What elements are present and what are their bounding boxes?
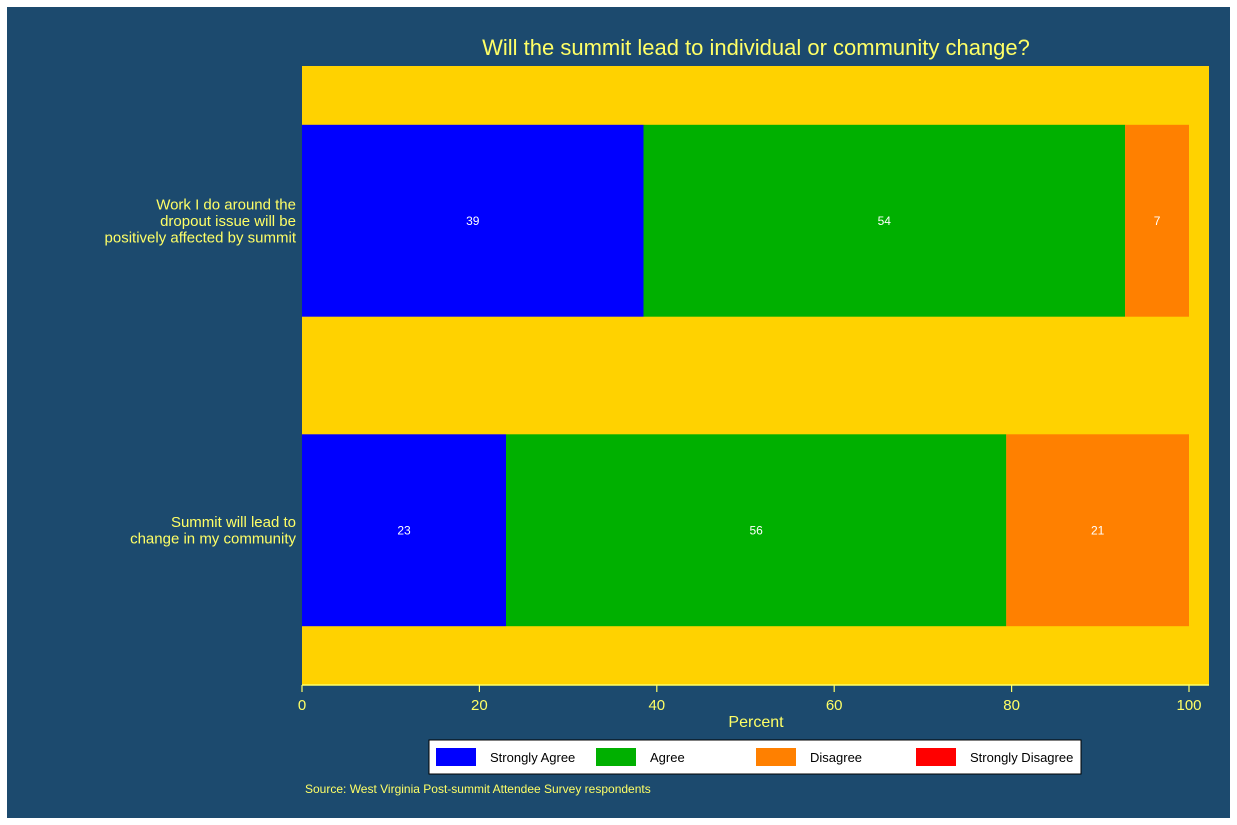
bar-segment-2-3 <box>1006 434 1189 627</box>
data-label-1-3: 7 <box>1154 214 1161 228</box>
bar-segment-1-2 <box>643 124 1126 317</box>
legend-label-4: Strongly Disagree <box>970 750 1073 765</box>
x-tick-label-6: 100 <box>1176 697 1201 714</box>
legend-box <box>428 739 1082 775</box>
x-tick-label-4: 60 <box>826 697 843 714</box>
legend-label-2: Agree <box>650 750 685 765</box>
x-tick-label-2: 20 <box>471 697 488 714</box>
x-tick-label-1: 0 <box>298 697 306 714</box>
category-label-1: Work I do around the dropout issue will b… <box>105 196 297 246</box>
legend-label-1: Strongly Agree <box>490 750 575 765</box>
chart-title: Will the summit lead to individual or co… <box>482 35 1030 60</box>
bar-segment-2-2 <box>506 434 1007 627</box>
legend-swatch-1 <box>436 748 476 766</box>
bar-segment-2-1 <box>302 434 507 627</box>
category-labels: Work I do around the dropout issue will b… <box>105 196 297 547</box>
x-axis-label: Percent <box>728 714 784 731</box>
data-label-2-2: 56 <box>749 523 763 537</box>
data-label-2-1: 23 <box>397 523 411 537</box>
bar-segment-1-1 <box>302 124 644 317</box>
bar-segment-1-3 <box>1125 124 1189 317</box>
data-label-1-1: 39 <box>466 214 480 228</box>
legend: Strongly Agree Agree Disagree Strongly Disa… <box>428 739 1082 775</box>
source-note: Source: West Virginia Post-summit Attend… <box>305 782 651 796</box>
legend-label-3: Disagree <box>810 750 862 765</box>
legend-swatch-3 <box>756 748 796 766</box>
data-label-1-2: 54 <box>878 214 892 228</box>
x-tick-label-5: 80 <box>1003 697 1020 714</box>
data-label-2-3: 21 <box>1091 523 1105 537</box>
legend-swatch-2 <box>596 748 636 766</box>
x-tick-label-3: 40 <box>648 697 665 714</box>
x-axis-ticks: 0 20 40 60 80 100 <box>298 685 1202 714</box>
legend-swatch-4 <box>916 748 956 766</box>
category-label-2: Summit will lead to change in my communit… <box>130 514 296 548</box>
bars-group: 39 54 7 23 56 21 <box>302 124 1189 627</box>
